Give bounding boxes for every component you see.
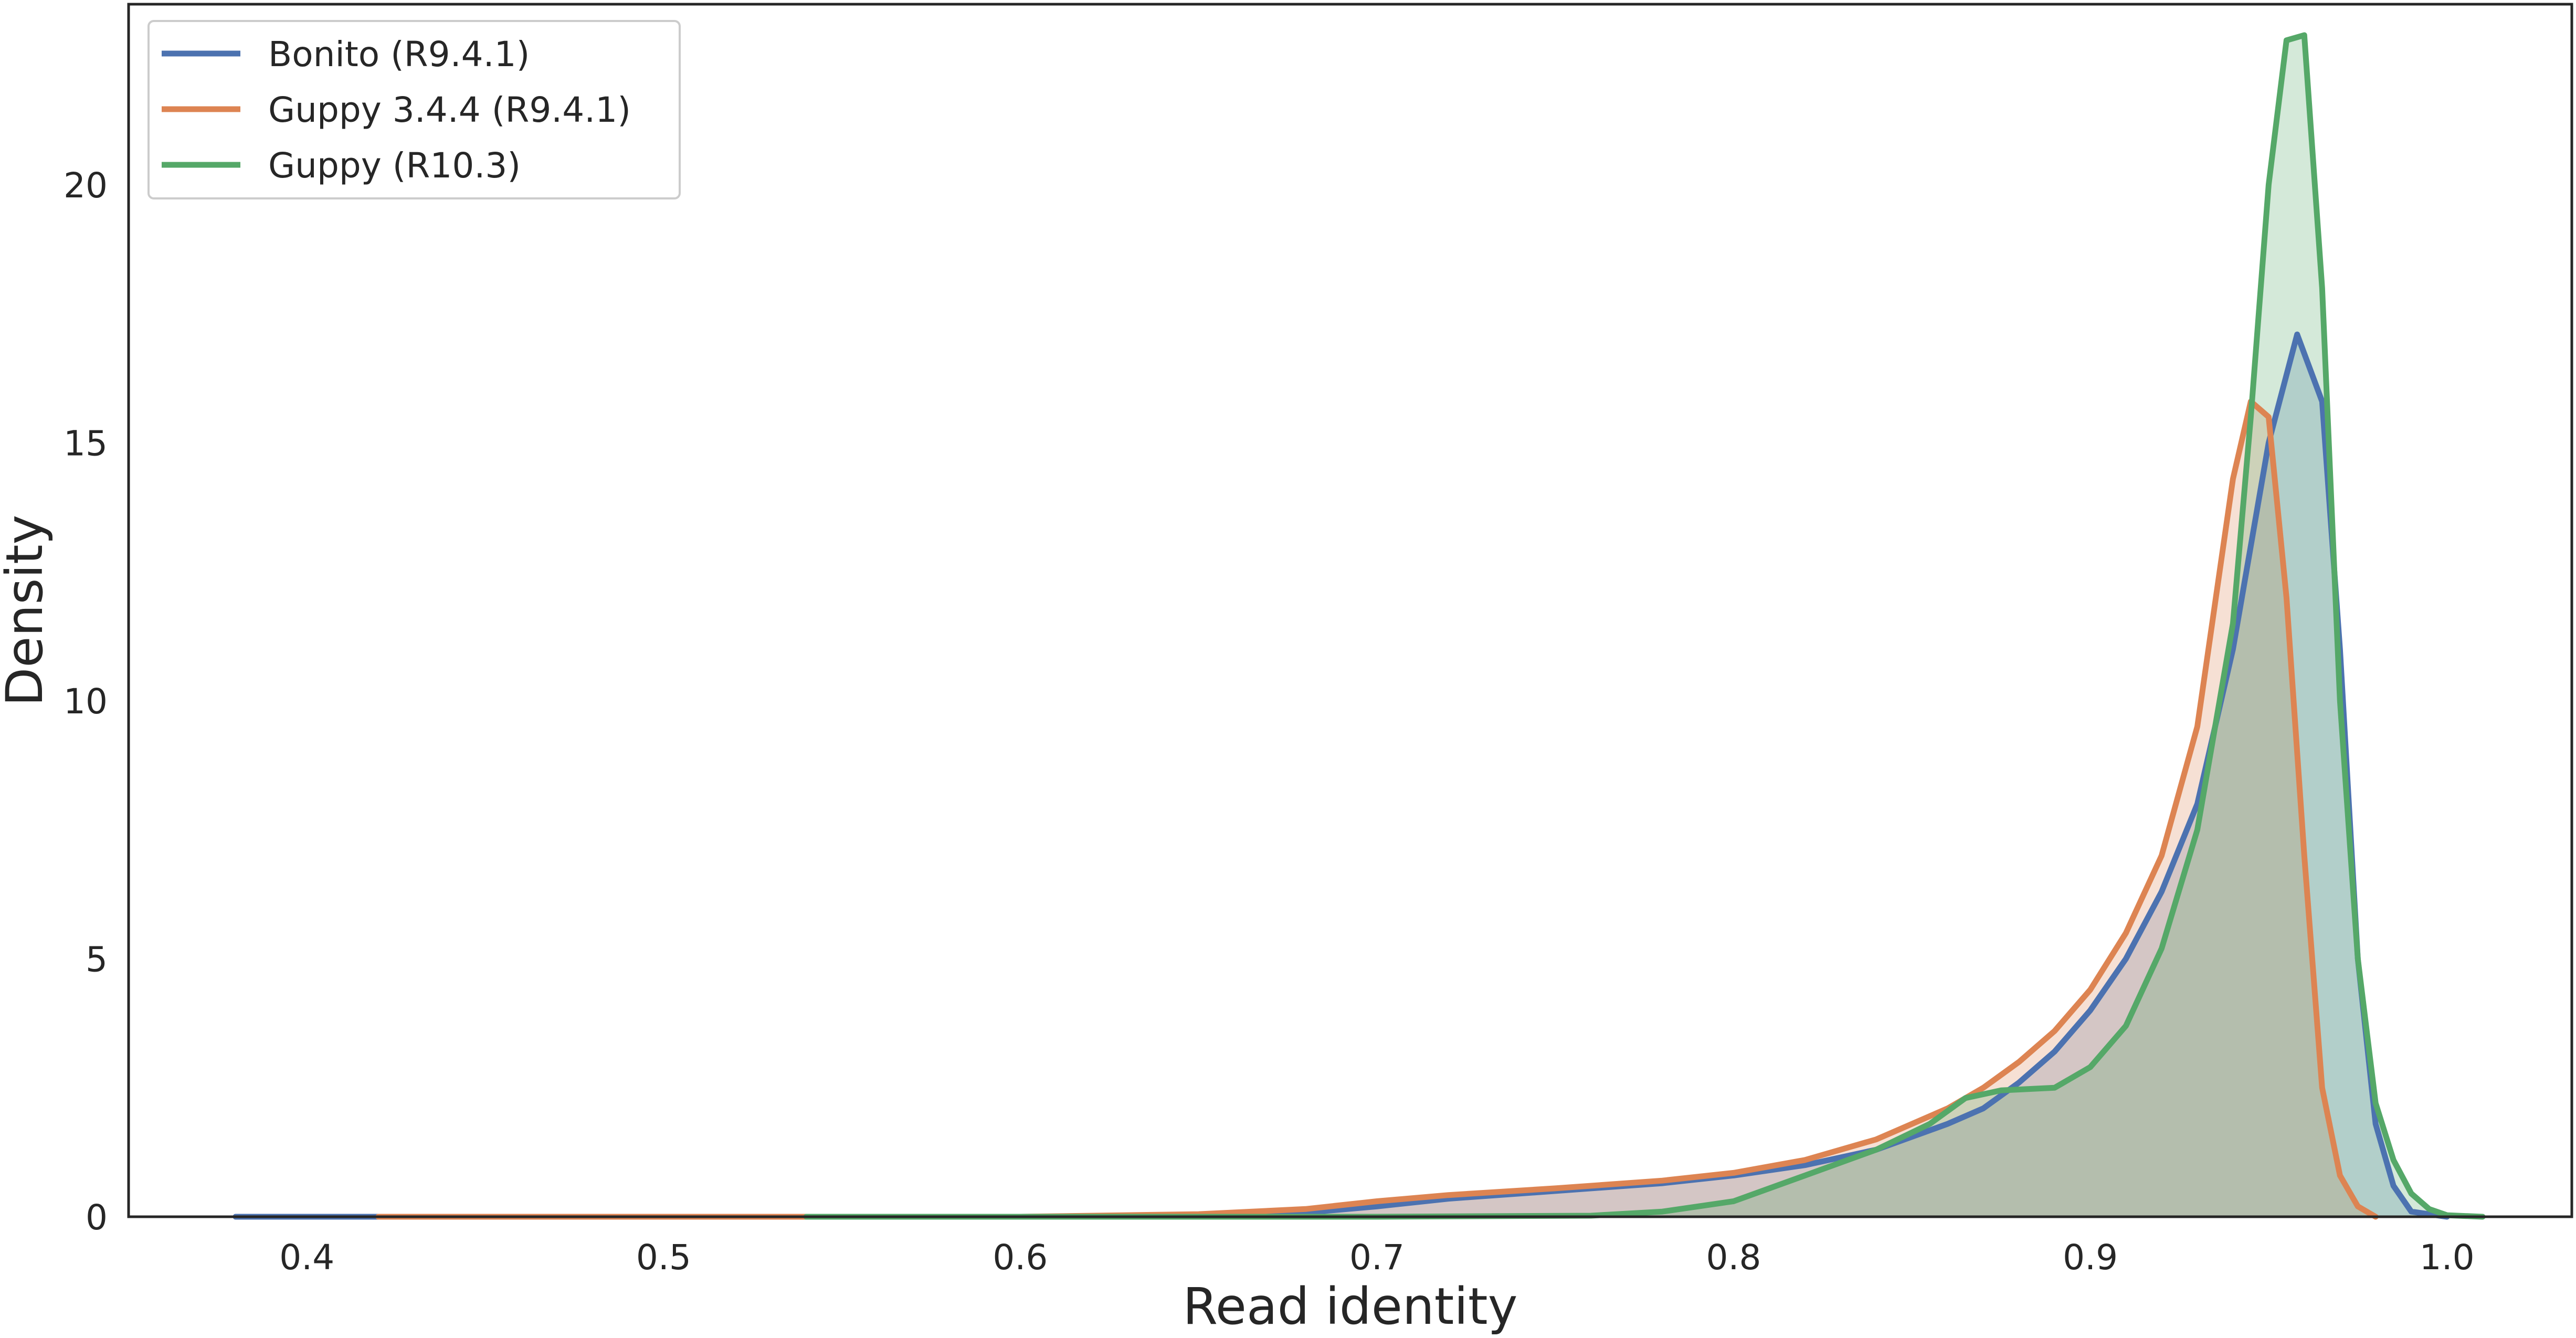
x-tick-label: 0.5 — [636, 1237, 691, 1278]
series-line-2 — [803, 32, 2486, 1220]
plot-frame — [127, 3, 2573, 1218]
plot-area — [233, 32, 2486, 1220]
x-tick-label: 1.0 — [2420, 1237, 2475, 1278]
x-axis-label: Read identity — [1183, 1277, 1517, 1336]
x-axis-ticks: 0.4 0.5 0.6 0.7 0.8 0.9 1.0 — [279, 1237, 2474, 1278]
y-tick-label: 10 — [64, 681, 108, 722]
y-tick-label: 0 — [86, 1197, 108, 1238]
x-tick-label: 0.4 — [279, 1237, 334, 1278]
x-tick-label: 0.8 — [1706, 1237, 1761, 1278]
series-area-0 — [235, 334, 2447, 1217]
legend-label: Guppy (R10.3) — [268, 145, 521, 186]
series-area-1 — [378, 401, 2376, 1217]
y-tick-label: 15 — [64, 424, 108, 464]
legend-frame — [147, 20, 681, 199]
series-area-2 — [806, 35, 2483, 1217]
x-tick-label: 0.7 — [1349, 1237, 1405, 1278]
x-tick-label: 0.6 — [993, 1237, 1048, 1278]
y-tick-label: 5 — [86, 940, 108, 980]
y-tick-label: 20 — [64, 165, 108, 206]
legend: Bonito (R9.4.1) Guppy 3.4.4 (R9.4.1) Guppy… — [147, 20, 681, 199]
y-axis-ticks: 0 5 10 15 20 — [64, 165, 108, 1238]
y-axis-label: Density — [0, 515, 54, 707]
legend-label: Guppy 3.4.4 (R9.4.1) — [268, 90, 631, 130]
legend-label: Bonito (R9.4.1) — [268, 34, 530, 75]
series-line-1 — [375, 398, 2379, 1220]
x-tick-label: 0.9 — [2063, 1237, 2118, 1278]
